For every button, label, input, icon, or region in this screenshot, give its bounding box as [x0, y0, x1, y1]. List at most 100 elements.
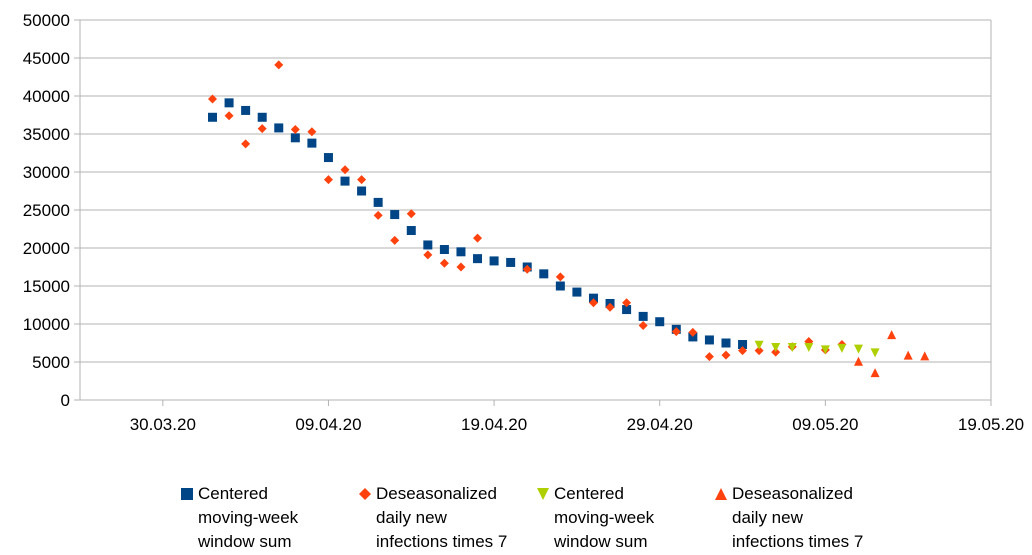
data-point — [473, 233, 483, 243]
y-tick-label: 50000 — [23, 11, 70, 30]
data-point — [555, 281, 565, 291]
data-point — [738, 340, 748, 350]
data-point — [357, 175, 367, 185]
y-tick-label: 35000 — [23, 125, 70, 144]
data-point — [688, 327, 698, 337]
data-point — [539, 269, 549, 279]
y-tick-label: 25000 — [23, 201, 70, 220]
data-point — [439, 258, 449, 268]
data-point — [489, 256, 499, 266]
legend-item: Centered moving-week window sum — [534, 482, 704, 554]
data-point — [340, 176, 350, 186]
legend-symbol — [715, 488, 727, 500]
data-point — [671, 327, 681, 337]
data-point — [754, 346, 764, 356]
data-point — [506, 257, 516, 267]
data-point — [522, 264, 532, 274]
legend-label: Deseasonalized daily new infections time… — [732, 484, 864, 551]
data-point — [655, 317, 665, 327]
data-point — [274, 123, 284, 133]
data-point — [290, 124, 300, 134]
data-point — [738, 346, 748, 356]
data-point — [323, 153, 333, 163]
legend-symbol — [359, 488, 371, 500]
y-tick-label: 10000 — [23, 315, 70, 334]
data-point — [406, 209, 416, 219]
data-point — [721, 350, 731, 360]
data-point — [373, 197, 383, 207]
data-point — [290, 133, 300, 143]
data-point — [588, 298, 598, 308]
data-point — [754, 340, 764, 350]
legend-item: Centered moving-week window sum — [178, 482, 348, 554]
x-axis-tick-labels: 30.03.20 09.04.20 19.04.20 29.04.20 09.05.20… — [130, 415, 1024, 434]
legend: Centered moving-week window sum Deseasona… — [178, 482, 890, 554]
data-point — [622, 305, 632, 315]
y-tick-label: 40000 — [23, 87, 70, 106]
legend-item: Deseasonalized daily new infections time… — [356, 482, 526, 554]
legend-symbol — [537, 488, 549, 500]
data-point — [241, 105, 251, 115]
y-tick-label: 5000 — [32, 353, 70, 372]
data-point — [622, 298, 632, 308]
data-point — [572, 287, 582, 297]
data-point — [257, 112, 267, 122]
data-point — [870, 368, 880, 378]
data-point — [423, 240, 433, 250]
y-axis-tick-labels: 0 5000 10000 15000 20000 25000 30000 35000 40000… — [23, 11, 70, 410]
y-tick-label: 15000 — [23, 277, 70, 296]
data-point — [208, 94, 218, 104]
data-point — [224, 98, 234, 108]
axes — [74, 19, 992, 406]
x-tick-label: 09.05.20 — [792, 415, 858, 434]
data-point — [208, 112, 218, 122]
data-point — [241, 139, 251, 149]
legend-label: Centered moving-week window sum — [554, 484, 655, 551]
data-point — [340, 165, 350, 175]
data-point — [390, 235, 400, 245]
data-point — [257, 124, 267, 134]
y-tick-label: 20000 — [23, 239, 70, 258]
series-3 — [853, 330, 930, 378]
data-point — [439, 245, 449, 255]
data-point — [274, 60, 284, 70]
x-tick-label: 09.04.20 — [295, 415, 361, 434]
legend-label: Deseasonalized daily new infections time… — [376, 484, 508, 551]
legend-item: Deseasonalized daily new infections time… — [712, 482, 882, 554]
data-point — [323, 175, 333, 185]
gridlines — [80, 19, 991, 401]
data-point — [704, 335, 714, 345]
data-point — [721, 338, 731, 348]
x-tick-label: 19.04.20 — [461, 415, 527, 434]
data-point — [390, 210, 400, 220]
series-2 — [754, 340, 880, 358]
data-point — [804, 343, 814, 353]
data-point — [638, 321, 648, 331]
data-point — [555, 272, 565, 282]
data-point — [456, 247, 466, 257]
data-point — [704, 352, 714, 362]
data-point — [771, 343, 781, 353]
data-point — [373, 210, 383, 220]
x-tick-label: 19.05.20 — [958, 415, 1024, 434]
legend-label: Centered moving-week window sum — [198, 484, 299, 551]
data-points — [208, 60, 930, 378]
data-point — [605, 302, 615, 312]
data-point — [224, 111, 234, 121]
data-point — [423, 250, 433, 260]
series-0 — [208, 98, 748, 350]
data-point — [307, 127, 317, 137]
data-point — [853, 344, 863, 354]
x-tick-label: 30.03.20 — [130, 415, 196, 434]
data-point — [837, 343, 847, 353]
data-point — [638, 311, 648, 321]
series-1 — [208, 60, 847, 362]
data-point — [887, 330, 897, 340]
data-point — [688, 332, 698, 342]
data-point — [820, 345, 830, 355]
x-tick-label: 29.04.20 — [627, 415, 693, 434]
data-point — [588, 293, 598, 303]
data-point — [870, 348, 880, 358]
data-point — [406, 226, 416, 236]
